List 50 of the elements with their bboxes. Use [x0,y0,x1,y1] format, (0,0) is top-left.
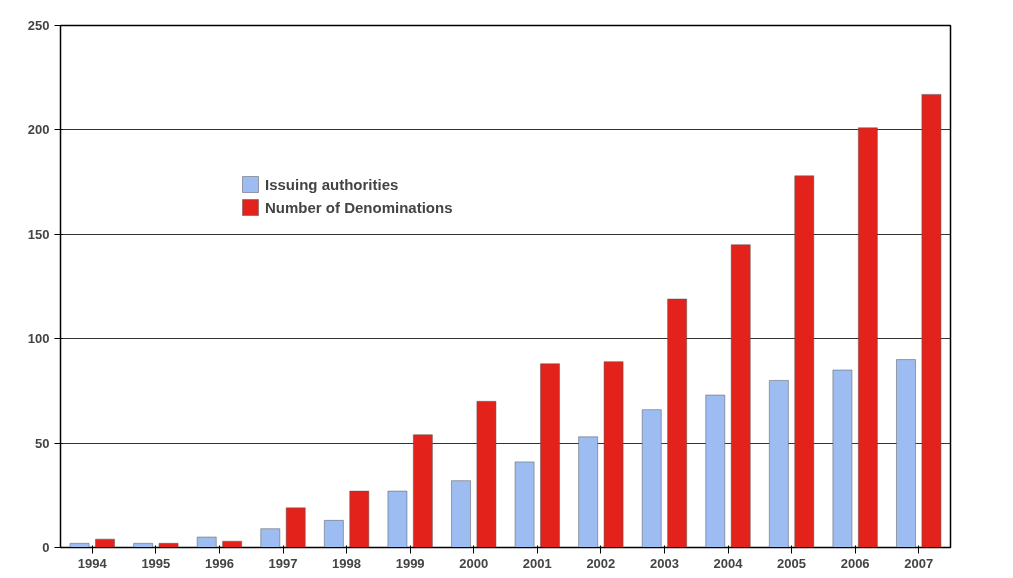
x-tick-label: 2006 [840,555,870,571]
x-tick-label: 2001 [522,555,552,571]
bar [158,543,179,548]
x-tick-label: 2003 [649,555,679,571]
bar [324,520,344,548]
x-tick-label: 2000 [459,555,489,571]
x-tick-label: 2002 [586,555,616,571]
bar [705,394,726,548]
x-tick-label: 1996 [204,555,234,571]
y-tick-label: 200 [27,122,50,138]
bar [540,363,560,548]
bar [196,536,217,548]
bar [921,94,942,548]
y-tick-label: 100 [27,331,50,347]
legend-label: Number of Denominations [265,198,453,216]
bar [413,434,433,548]
x-tick-label: 2005 [777,555,807,571]
bar [667,298,687,548]
bar [578,436,598,548]
bar [133,543,153,548]
bar [896,359,916,548]
x-tick-label: 1995 [141,555,171,571]
bar [832,369,853,548]
x-tick-label: 2007 [904,555,934,571]
x-tick-label: 1999 [395,555,425,571]
bar [95,538,115,548]
bar [476,401,497,548]
bar [730,244,751,548]
y-tick-label: 150 [27,226,50,242]
bar [285,507,306,548]
bar [222,540,242,548]
bar [603,361,624,548]
bar [349,490,370,548]
x-tick-label: 1997 [268,555,298,571]
legend-label: Issuing authorities [265,175,399,193]
y-tick-label: 250 [27,18,50,33]
x-tick-label: 1994 [77,555,108,571]
y-tick-label: 50 [35,435,50,451]
x-tick-label: 2004 [713,555,744,571]
bar [769,380,789,548]
bar [260,528,281,548]
bar [858,127,878,548]
x-tick-label: 1998 [332,555,362,571]
bar [514,461,535,548]
bar [794,175,815,548]
bar [451,480,471,548]
bar [387,490,408,548]
bar [69,543,90,548]
y-tick-label: 0 [42,540,50,555]
bar [641,409,662,548]
